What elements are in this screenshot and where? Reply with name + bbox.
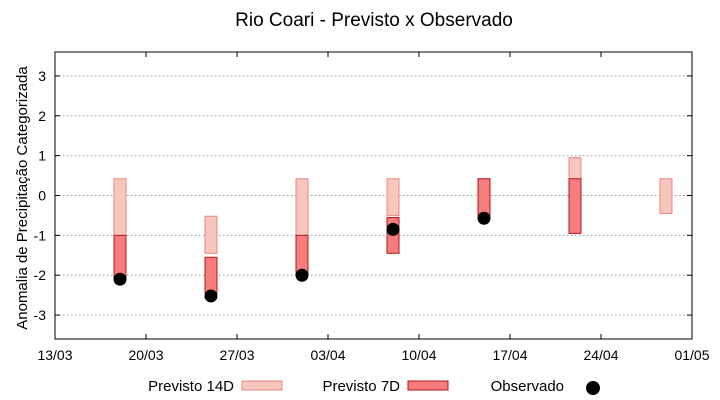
- y-axis-label: Anomalia de Precipitação Categorizada: [14, 66, 31, 330]
- x-tick-label: 24/04: [583, 347, 618, 363]
- bar-previsto-7d: [113, 234, 127, 278]
- legend-label-previsto-7d: Previsto 7D: [322, 378, 400, 395]
- y-tick-label: 3: [38, 68, 46, 84]
- bar-previsto-7d: [568, 178, 582, 234]
- legend-marker-observado: [586, 381, 600, 395]
- x-tick-label: 27/03: [219, 347, 254, 363]
- bar-previsto-14d: [386, 178, 400, 216]
- bar-previsto-14d: [113, 178, 127, 236]
- bar-previsto-14d: [204, 215, 218, 254]
- y-axis-ticks: -3 -2 -1 0 1 2 3: [34, 68, 692, 323]
- legend-swatch-previsto-14d: [241, 380, 283, 391]
- bar-previsto-14d: [295, 178, 309, 236]
- x-tick-label: 20/03: [128, 347, 163, 363]
- y-tick-label: 1: [38, 148, 46, 164]
- y-tick-label: -3: [34, 307, 47, 323]
- point-observado: [204, 289, 218, 303]
- point-observado: [386, 222, 400, 236]
- point-observado: [113, 272, 127, 286]
- legend: Previsto 14D Previsto 7D Observado: [148, 378, 600, 395]
- y-tick-label: 2: [38, 108, 46, 124]
- bar-previsto-7d: [204, 256, 218, 294]
- y-tick-label: -1: [34, 227, 47, 243]
- legend-swatch-previsto-7d: [407, 380, 449, 391]
- chart-title: Rio Coari - Previsto x Observado: [235, 10, 513, 31]
- x-tick-label: 01/05: [674, 347, 709, 363]
- bar-previsto-7d: [477, 178, 491, 218]
- bar-previsto-14d: [659, 178, 673, 214]
- point-observado: [295, 268, 309, 282]
- x-tick-label: 17/04: [492, 347, 527, 363]
- y-tick-label: -2: [34, 267, 47, 283]
- point-observado: [477, 211, 491, 225]
- y-tick-label: 0: [38, 188, 46, 204]
- legend-label-previsto-14d: Previsto 14D: [148, 378, 234, 395]
- series-observado: [113, 211, 491, 303]
- x-tick-label: 03/04: [310, 347, 345, 363]
- x-axis-ticks: 13/03 20/03 27/03 03/04 10/04 17/04 24/04 01/05: [37, 52, 710, 363]
- x-tick-label: 13/03: [37, 347, 72, 363]
- x-tick-label: 10/04: [401, 347, 436, 363]
- legend-label-observado: Observado: [491, 378, 564, 395]
